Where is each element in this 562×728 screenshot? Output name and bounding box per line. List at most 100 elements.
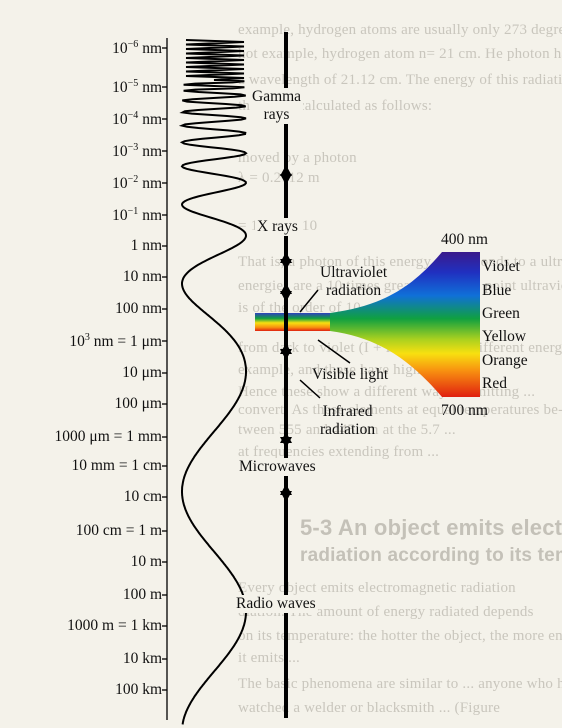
scale-ticks (162, 47, 167, 691)
scale-label-base: 1000 (67, 617, 99, 634)
arrowhead (280, 259, 292, 270)
wavelength-400nm-label: 400 nm (441, 231, 488, 248)
ultraviolet-label: Ultraviolet radiation (320, 264, 388, 299)
scale-label-base: 100 (115, 300, 139, 317)
x-rays-label: X rays (255, 218, 300, 236)
scale-label-base: 10 (112, 143, 128, 160)
scale-label-unit: cm (139, 488, 162, 505)
scale-label-exponent: −6 (127, 39, 139, 50)
scale-label-base: 100 (114, 395, 138, 412)
background-text-line: The basic phenomena are similar to ... a… (238, 676, 562, 692)
scale-label-base: 10 (112, 79, 128, 96)
scale-label-exponent: −1 (127, 206, 139, 217)
scale-label-exponent: 3 (84, 332, 90, 343)
scale-label-base: 10 (123, 488, 140, 505)
scale-label-unit: km (138, 650, 162, 667)
microwaves-label: Microwaves (237, 458, 318, 476)
scale-label-unit: nm (138, 207, 162, 224)
scale-label-unit: km (138, 681, 162, 698)
scale-label: 10 km (123, 651, 162, 667)
scale-label-unit: nm (138, 300, 162, 317)
scale-label: 1000 m = 1 km (67, 618, 162, 634)
band-arrows (280, 165, 292, 502)
scale-label-unit: m (146, 586, 162, 603)
scale-label: 100 μm (115, 396, 163, 412)
background-heading-line-1: 5-3 An object emits electromag (300, 515, 562, 540)
arrowhead (280, 349, 292, 360)
background-text-line: λ = 0.2112 m (238, 170, 320, 186)
scale-label-unit: cm = 1 m (99, 522, 162, 539)
spectrum-color-violet: Violet (482, 258, 520, 275)
scale-label: 10−6 nm (112, 40, 162, 57)
scale-label-unit: nm (138, 79, 162, 96)
scale-label-base: 10 (122, 650, 139, 667)
scale-label: 1 nm (131, 238, 162, 254)
scale-label: 10 nm (123, 269, 162, 285)
scale-label: 10−2 nm (112, 175, 162, 192)
scale-label-unit: μm (137, 395, 162, 412)
scale-label-base: 1000 (54, 428, 86, 445)
scale-label: 100 m (123, 587, 162, 603)
gamma-rays-label: Gamma rays (250, 88, 304, 124)
scale-label: 10−3 nm (112, 143, 162, 160)
scale-label-exponent: −5 (127, 78, 139, 89)
scale-label-exponent: −2 (127, 174, 139, 185)
background-text-line: a wavelength of 21.12 cm. The energy of … (238, 72, 562, 88)
background-text-line: moved by a photon (238, 150, 357, 166)
background-text-line: is of the order of 10 (238, 300, 361, 316)
visible-light-label: Visible light (312, 366, 389, 383)
background-text-line: at frequencies extending from ... (238, 444, 440, 460)
infrared-leader (299, 379, 321, 399)
scale-label: 10−5 nm (112, 79, 162, 96)
spectrum-color-orange: Orange (482, 352, 528, 369)
scale-label-unit: nm (138, 237, 162, 254)
background-heading-line-2: radiation according to its temperatur (300, 545, 562, 566)
scale-label-base: 1 (130, 237, 139, 254)
scale-label-unit: m = 1 km (98, 617, 162, 634)
scale-label-unit: nm = 1 μm (89, 333, 162, 350)
arrowhead (280, 491, 292, 502)
spectrum-color-yellow: Yellow (482, 328, 527, 345)
scale-label-unit: nm (138, 40, 162, 57)
scale-label-base: 10 (69, 333, 85, 350)
scale-label: 10 mm = 1 cm (71, 458, 162, 474)
scale-label-unit: mm = 1 cm (86, 457, 162, 474)
background-text-line: hot example, hydrogen atom n= 21 cm. He … (238, 46, 562, 62)
background-text-line: example, and these have higher ... (238, 362, 449, 378)
scale-label: 100 nm (115, 301, 162, 317)
scale-label-unit: nm (138, 268, 162, 285)
scale-label-unit: nm (138, 143, 162, 160)
background-text-line: convert. As these elements at equal temp… (238, 402, 562, 418)
background-text-line: on its temperature: the hotter the objec… (238, 628, 562, 644)
radio-waves-label: Radio waves (234, 595, 318, 613)
scale-label: 100 km (115, 682, 162, 698)
visible-beam (255, 313, 330, 331)
wavelength-700nm-label: 700 nm (441, 402, 488, 419)
scale-label-base: 10 (112, 175, 128, 192)
scale-label-exponent: −3 (127, 142, 139, 153)
visible-spectrum-fan (330, 252, 480, 397)
scale-label: 10−1 nm (112, 207, 162, 224)
scale-label-base: 100 (122, 586, 147, 603)
scale-label: 10−4 nm (112, 111, 162, 128)
scale-label-base: 10 (112, 40, 128, 57)
scale-label: 1000 μm = 1 mm (55, 429, 162, 445)
arrowhead (280, 165, 292, 176)
scale-label-exponent: −4 (127, 110, 139, 121)
background-text-line: example, hydrogen atoms are usually only… (238, 22, 562, 38)
scale-label: 103 nm = 1 μm (69, 333, 162, 350)
spectrum-color-blue: Blue (482, 282, 512, 299)
scale-label: 10 m (131, 554, 162, 570)
background-text-line: Every object emits electromagnetic radia… (238, 580, 516, 596)
ultraviolet-leader (299, 289, 319, 313)
scale-label-base: 10 (122, 268, 139, 285)
scale-label-unit: μm = 1 mm (85, 428, 162, 445)
infrared-label: Infrared radiation (320, 403, 376, 438)
scale-label-base: 10 (112, 111, 128, 128)
background-text-line: watched a welder or blacksmith ... (Figu… (238, 700, 501, 716)
scale-label: 10 cm (124, 489, 162, 505)
background-text-line: energies are a 10 times greater. It is t… (238, 278, 562, 294)
scale-label-base: 10 (130, 553, 147, 570)
background-text-line: That is, a photon of this energy corresp… (238, 254, 562, 270)
